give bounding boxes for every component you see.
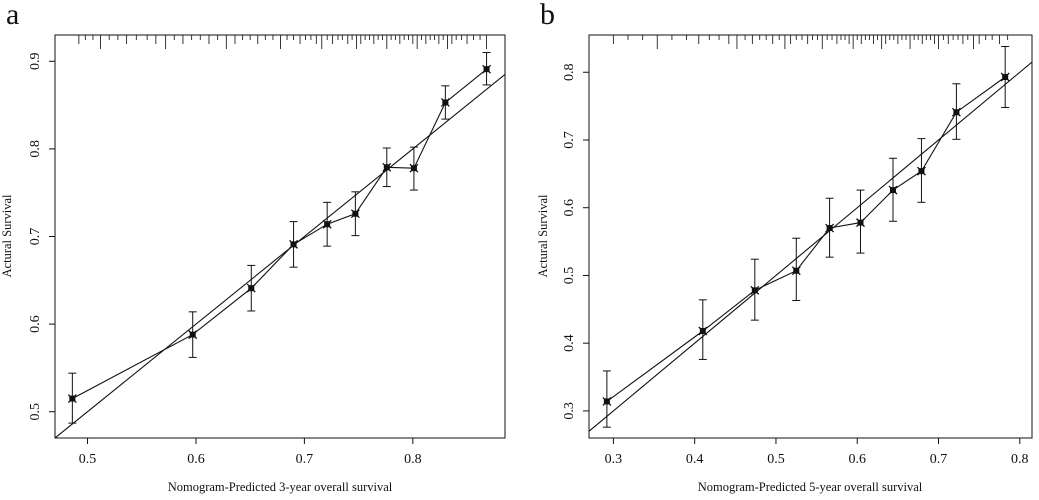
panel-b-y-tick-label: 0.8 bbox=[562, 64, 577, 82]
panel-a-data-point bbox=[482, 64, 492, 74]
panel-a-y-axis-title: Actural Survival bbox=[0, 194, 14, 277]
panel-a-ideal-line bbox=[55, 73, 505, 438]
panel-a-y-tick-label: 0.8 bbox=[28, 140, 43, 158]
panel-a-data-point bbox=[382, 162, 392, 172]
panel-b-letter: b bbox=[540, 0, 555, 31]
panel-a-y-tick-label: 0.5 bbox=[28, 403, 43, 421]
panel-a-data-point bbox=[409, 163, 419, 173]
panel-a-x-tick-label: 0.7 bbox=[296, 452, 314, 467]
panel-b-x-tick-label: 0.8 bbox=[1011, 452, 1029, 467]
panel-b-y-tick-label: 0.5 bbox=[562, 267, 577, 285]
panel-b-data-point bbox=[888, 185, 898, 195]
panel-b-plot-frame bbox=[588, 34, 1033, 439]
panel-b-data-point bbox=[698, 326, 708, 336]
panel-b-y-axis-title: Actural Survival bbox=[536, 194, 550, 277]
panel-a-letter: a bbox=[6, 0, 19, 31]
panel-b-x-tick-label: 0.5 bbox=[767, 452, 785, 467]
panel-a-y-axis: 0.5 0.6 0.7 0.8 0.9 bbox=[28, 53, 55, 421]
panel-b-data-point bbox=[602, 396, 612, 406]
panel-a-x-tick-label: 0.8 bbox=[404, 452, 422, 467]
panel-a-data-point bbox=[322, 219, 332, 229]
panel-a-x-tick-label: 0.6 bbox=[187, 452, 205, 467]
panel-b-calibration-line bbox=[606, 76, 1006, 402]
panel-b-data-point bbox=[791, 266, 801, 276]
panel-a-marks bbox=[55, 52, 505, 438]
panel-b-y-tick-label: 0.6 bbox=[562, 199, 577, 217]
panel-a-x-axis-title: Nomogram-Predicted 3-year overall surviv… bbox=[168, 480, 393, 494]
panel-b-data-point bbox=[856, 218, 865, 228]
panel-b-x-axis-title: Nomogram-Predicted 5-year overall surviv… bbox=[698, 480, 923, 494]
panel-b-rug bbox=[612, 35, 1009, 49]
panel-a-x-tick-label: 0.5 bbox=[79, 452, 97, 467]
panel-a-data-point bbox=[289, 239, 299, 249]
panel-b-y-tick-label: 0.4 bbox=[562, 334, 577, 352]
panel-a-data-point bbox=[440, 97, 450, 107]
panel-b-data-point bbox=[1000, 72, 1010, 82]
panel-a-y-tick-label: 0.7 bbox=[28, 228, 43, 246]
panel-a-y-tick-label: 0.6 bbox=[28, 315, 43, 333]
panel-a-data-point bbox=[350, 209, 360, 219]
panel-a-calibration-3-year: a 0.5 0.6 0.7 0.8 0.5 0.6 0.7 0.8 0.9 Nomogram-… bbox=[0, 0, 506, 494]
panel-b-ideal-line bbox=[589, 61, 1032, 432]
panel-b-x-axis: 0.3 0.4 0.5 0.6 0.7 0.8 bbox=[605, 438, 1029, 467]
panel-b-data-point bbox=[951, 107, 961, 117]
panel-b-data-point bbox=[825, 223, 835, 233]
panel-a-x-axis: 0.5 0.6 0.7 0.8 bbox=[79, 438, 422, 467]
panel-b-y-tick-label: 0.3 bbox=[562, 402, 577, 420]
panel-b-x-tick-label: 0.6 bbox=[848, 452, 866, 467]
panel-a-data-point bbox=[246, 283, 256, 293]
panel-b-y-axis: 0.3 0.4 0.5 0.6 0.7 0.8 bbox=[562, 64, 589, 420]
panel-b-x-tick-label: 0.3 bbox=[605, 452, 623, 467]
panel-a-data-point bbox=[67, 394, 77, 404]
panel-b-x-tick-label: 0.4 bbox=[686, 452, 704, 467]
panel-b-calibration-5-year: b 0.3 0.4 0.5 0.6 0.7 0.8 0.30.40.50.60.70.8 … bbox=[536, 0, 1033, 494]
panel-a-data-point bbox=[188, 330, 198, 340]
panel-a-plot-frame bbox=[54, 34, 506, 439]
panel-a-calibration-line bbox=[72, 68, 487, 400]
panel-b-data-point bbox=[750, 285, 760, 295]
panel-a-y-tick-label: 0.9 bbox=[28, 53, 43, 71]
panel-b-data-point bbox=[916, 166, 926, 176]
panel-b-x-tick-label: 0.7 bbox=[930, 452, 948, 467]
panel-a-rug bbox=[78, 35, 488, 49]
panel-b-y-tick-label: 0.7 bbox=[562, 131, 577, 149]
panel-b-marks bbox=[589, 46, 1032, 432]
